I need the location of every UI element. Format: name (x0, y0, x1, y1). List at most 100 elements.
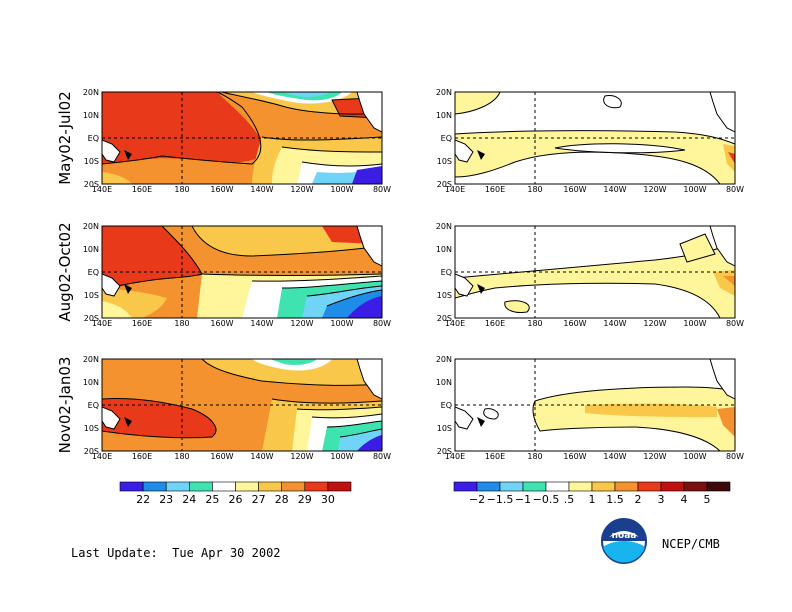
legend-swatch (568, 481, 593, 492)
sst-legend: 22 23 24 25 26 27 28 29 30 (119, 481, 352, 506)
lon-tick-label: 160W (210, 319, 233, 328)
lon-tick-label: 160E (485, 452, 505, 461)
lon-tick-label: 180 (174, 319, 189, 328)
lon-tick-label: 160W (210, 452, 233, 461)
legend-label: 26 (229, 493, 243, 506)
lat-tick-label: 10S (84, 157, 99, 166)
legend-label: 23 (159, 493, 173, 506)
legend-label: 28 (275, 493, 289, 506)
legend-swatch (545, 481, 570, 492)
svg-text:noaa: noaa (612, 531, 637, 541)
anomaly-panel-1 (454, 91, 736, 185)
lon-tick-label: 80W (726, 185, 744, 194)
legend-label: 29 (298, 493, 312, 506)
lat-tick-label: 10S (84, 291, 99, 300)
lon-tick-label: 80W (373, 319, 391, 328)
lon-tick-label: 80W (726, 452, 744, 461)
lon-tick-label: 120W (290, 452, 313, 461)
lon-tick-label: 160E (485, 185, 505, 194)
legend-swatch (453, 481, 478, 492)
lat-tick-label: 10N (436, 111, 452, 120)
legend-swatch (683, 481, 708, 492)
lon-tick-label: 100W (683, 319, 706, 328)
anomaly-panel-3 (454, 358, 736, 452)
lon-tick-label: 80W (373, 185, 391, 194)
lon-tick-label: 140E (445, 452, 465, 461)
lat-tick-label: 10S (437, 157, 452, 166)
legend-label: 22 (136, 493, 150, 506)
legend-swatch (614, 481, 639, 492)
lat-tick-label: 20N (83, 88, 99, 97)
lon-tick-label: 160W (210, 185, 233, 194)
legend-swatch (212, 481, 236, 492)
legend-label: .5 (564, 493, 575, 506)
row-label: Aug02-Oct02 (56, 222, 74, 321)
legend-label: 3 (658, 493, 665, 506)
legend-swatch (476, 481, 501, 492)
lat-tick-label: EQ (441, 401, 452, 410)
legend-label: −0.5 (533, 493, 560, 506)
lon-tick-label: 140W (250, 452, 273, 461)
lat-tick-label: 20N (83, 355, 99, 364)
legend-swatch (258, 481, 283, 492)
row-label: May02-Jul02 (56, 91, 74, 185)
legend-label: −1 (515, 493, 531, 506)
lon-tick-label: 140E (92, 319, 112, 328)
lon-tick-label: 140W (603, 319, 626, 328)
anomaly-legend: −2 −1.5 −1 −0.5 .5 1 1.5 2 3 4 5 (453, 481, 731, 506)
lon-tick-label: 140E (445, 185, 465, 194)
sst-panel-1 (101, 91, 383, 185)
legend-swatch (327, 481, 352, 492)
legend-label: 4 (681, 493, 688, 506)
lon-tick-label: 100W (683, 185, 706, 194)
lat-tick-label: EQ (441, 134, 452, 143)
lat-tick-label: 20N (436, 88, 452, 97)
legend-label: 1 (589, 493, 596, 506)
legend-swatch (637, 481, 662, 492)
lon-tick-label: 100W (683, 452, 706, 461)
legend-label: 30 (321, 493, 335, 506)
noaa-logo: noaa (601, 518, 647, 564)
lat-tick-label: 20S (437, 180, 452, 189)
lon-tick-label: 160E (132, 185, 152, 194)
lon-tick-label: 120W (643, 452, 666, 461)
legend-label: 25 (205, 493, 219, 506)
legend-label: −2 (469, 493, 485, 506)
lon-tick-label: 160E (132, 452, 152, 461)
legend-swatch (235, 481, 259, 492)
lon-tick-label: 140E (92, 452, 112, 461)
last-update-text: Last Update: Tue Apr 30 2002 (71, 546, 281, 560)
lat-tick-label: 20S (84, 180, 99, 189)
lat-tick-label: 10N (83, 378, 99, 387)
row-label: Nov02-Jan03 (56, 357, 74, 454)
lat-tick-label: 10N (83, 245, 99, 254)
lat-tick-label: 10N (436, 245, 452, 254)
lon-tick-label: 100W (330, 185, 353, 194)
legend-swatch (499, 481, 524, 492)
lat-tick-label: 20S (84, 314, 99, 323)
sst-panel-3 (101, 358, 383, 452)
lon-tick-label: 180 (527, 185, 542, 194)
lat-tick-label: EQ (441, 268, 452, 277)
lon-tick-label: 140W (250, 185, 273, 194)
lon-tick-label: 160E (485, 319, 505, 328)
lon-tick-label: 180 (527, 452, 542, 461)
lon-tick-label: 160W (563, 452, 586, 461)
legend-label: 24 (182, 493, 196, 506)
legend-label: 1.5 (606, 493, 624, 506)
lat-tick-label: 20S (84, 447, 99, 456)
lon-tick-label: 100W (330, 452, 353, 461)
lon-tick-label: 140W (250, 319, 273, 328)
legend-label: 5 (704, 493, 711, 506)
legend-swatch (706, 481, 731, 492)
lat-tick-label: 10N (436, 378, 452, 387)
credit-text: NCEP/CMB (662, 537, 720, 551)
legend-swatch (119, 481, 144, 492)
lon-tick-label: 120W (290, 185, 313, 194)
lon-tick-label: 160W (563, 319, 586, 328)
lon-tick-label: 140W (603, 452, 626, 461)
lon-tick-label: 80W (726, 319, 744, 328)
lon-tick-label: 140E (92, 185, 112, 194)
legend-swatch (304, 481, 329, 492)
